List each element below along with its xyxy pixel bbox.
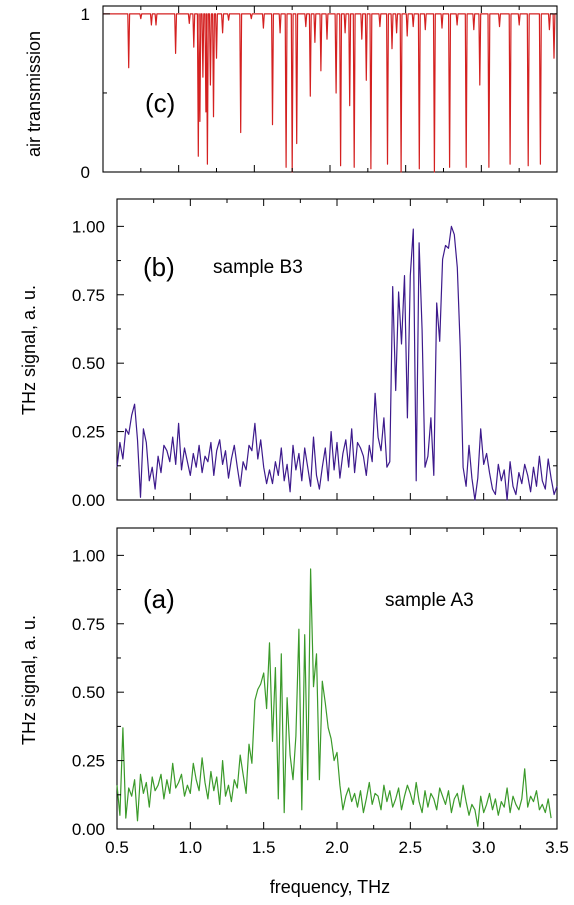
panel-b-plot-area [116, 225, 558, 501]
panel-a-sample-a3: 0.5 1.0 1.5 2.0 2.5 3.0 3.5 0.00 0.25 0.50 0.75 1.0… [19, 527, 569, 897]
x-axis-label: frequency, THz [270, 877, 390, 897]
panel-b-ytick-label: 0.00 [72, 491, 105, 510]
panel-c-ytick-label: 0 [81, 163, 90, 182]
panel-a-xtick-label: 2.0 [325, 838, 349, 857]
panel-c-air-transmission: 01 (c) air transmission [24, 5, 558, 182]
panel-a-sample-label: sample A3 [385, 590, 474, 611]
panel-a-plot-area [116, 568, 552, 827]
panel-b-label: (b) [143, 252, 175, 282]
panel-a-series-line [116, 568, 552, 827]
panel-a-ytick-label: 0.50 [72, 683, 105, 702]
panel-a-ylabel: THz signal, a. u. [19, 615, 39, 745]
panel-c-series-line [103, 13, 557, 173]
panel-b-series-line [116, 225, 558, 501]
panel-a-xtick-label: 3.5 [545, 838, 569, 857]
panel-c-ytick-label: 1 [81, 5, 90, 24]
panel-a-label: (a) [143, 584, 175, 614]
panel-c-plot-area [103, 13, 557, 173]
panel-b-ytick-label: 0.75 [72, 286, 105, 305]
panel-a-ytick-label: 0.25 [72, 752, 105, 771]
panel-b-ytick-label: 0.25 [72, 423, 105, 442]
panel-b-sample-label: sample B3 [213, 257, 303, 278]
panel-a-xtick-label: 0.5 [105, 838, 129, 857]
panel-b-ytick-label: 0.50 [72, 354, 105, 373]
panel-a-xtick-label: 3.0 [472, 838, 496, 857]
panel-c-ylabel: air transmission [24, 31, 44, 157]
panel-a-ytick-label: 1.00 [72, 546, 105, 565]
panel-a-ytick-label: 0.00 [72, 820, 105, 839]
panel-a-xtick-label: 1.5 [252, 838, 276, 857]
panel-a-xtick-label: 2.5 [399, 838, 423, 857]
panel-b-ytick-label: 1.00 [72, 217, 105, 236]
panel-b-sample-b3: 0.00 0.25 0.50 0.75 1.00 (b) sample B3 THz s… [19, 198, 558, 510]
panel-a-ytick-label: 0.75 [72, 615, 105, 634]
panel-b-ticks: 0.00 0.25 0.50 0.75 1.00 [72, 199, 558, 510]
panel-b-ylabel: THz signal, a. u. [19, 285, 39, 415]
panel-a-xtick-label: 1.0 [179, 838, 203, 857]
panel-c-ticks: 01 [81, 5, 558, 182]
panel-c-label: (c) [145, 88, 175, 118]
panel-a-ticks: 0.5 1.0 1.5 2.0 2.5 3.0 3.5 0.00 0.25 0.50 0.75 1.0… [72, 528, 569, 857]
